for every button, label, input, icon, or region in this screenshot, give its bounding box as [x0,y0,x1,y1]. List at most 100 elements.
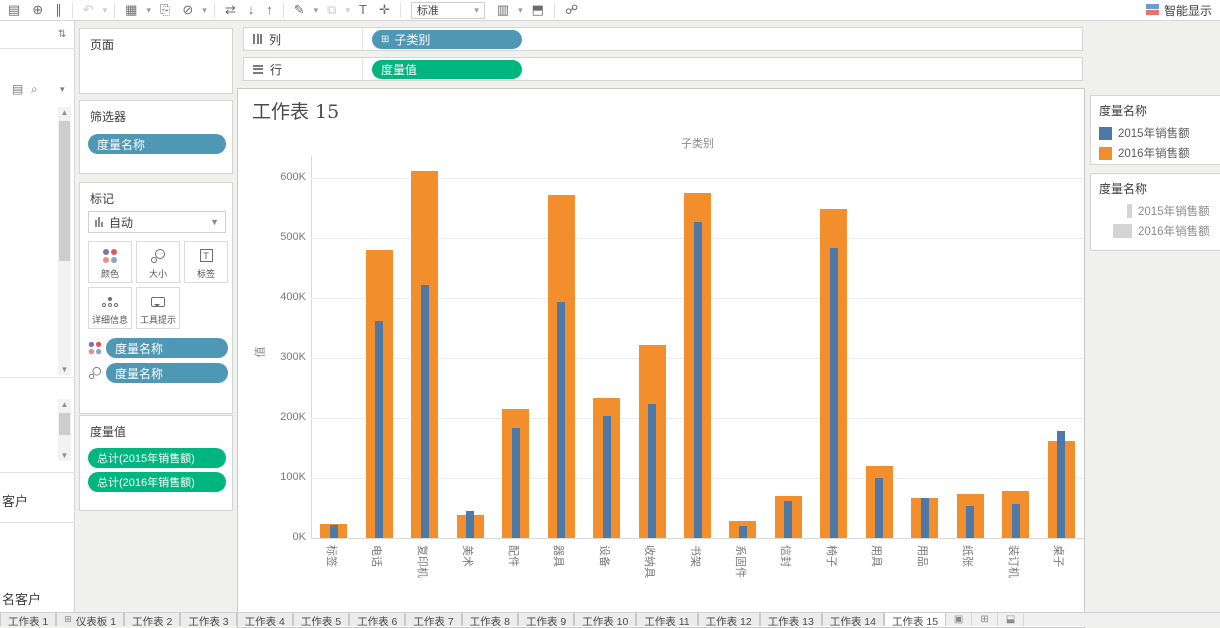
bar-2015-用品[interactable] [921,498,929,538]
x-axis-category-label[interactable]: 信封 [778,545,794,567]
x-axis-category-label[interactable]: 配件 [506,545,522,567]
clear-sheet-caret-icon[interactable]: ▾ [199,0,210,20]
pause-auto-updates-icon[interactable]: ∥ [49,0,68,20]
scroll-up-icon[interactable]: ▲ [58,108,71,117]
bar-2015-美术[interactable] [466,511,474,538]
show-hide-cards-icon[interactable]: ▥ [491,0,515,20]
bar-2015-用具[interactable] [875,478,883,538]
bar-2015-配件[interactable] [512,428,520,538]
bar-2015-复印机[interactable] [421,285,429,538]
bar-2015-电话[interactable] [375,321,383,538]
sheet-tab-工作表-11[interactable]: 工作表 11 [636,613,697,626]
sheet-tab-仪表板-1[interactable]: ⊞仪表板 1 [56,613,124,626]
label-button[interactable]: T 标签 [184,241,228,283]
clear-sheet-icon[interactable]: ⊘ [176,0,199,20]
pages-shelf[interactable]: 页面 [79,28,233,94]
filter-pill-measure-names[interactable]: 度量名称 [88,134,226,154]
bar-2015-信封[interactable] [784,501,792,538]
x-axis-category-label[interactable]: 收纳具 [642,545,658,578]
x-axis-category-label[interactable]: 美术 [460,545,476,567]
marks-pill-measure-names-size[interactable]: 度量名称 [106,363,228,383]
group-members-icon[interactable]: ⧉ [321,0,342,20]
sheet-tab-工作表-8[interactable]: 工作表 8 [462,613,518,626]
data-pane-field-partial[interactable]: 名客户 [2,589,41,608]
color-button[interactable]: 颜色 [88,241,132,283]
x-axis-category-label[interactable]: 纸张 [960,545,976,567]
legend-item[interactable]: 2015年销售额 [1091,201,1220,221]
search-icon[interactable]: ⌕ [31,82,38,97]
x-axis-category-label[interactable]: 系固件 [733,545,749,578]
presentation-mode-icon[interactable]: ⬒ [526,0,550,20]
scroll-up-icon[interactable]: ▲ [58,400,71,409]
sheet-tab-工作表-15[interactable]: 工作表 15 [884,613,946,626]
scrollbar-thumb[interactable] [59,413,70,435]
data-pane-field-partial[interactable]: 客户 [2,491,28,510]
redo-caret-icon[interactable]: ▾ [100,0,111,20]
bar-2015-设备[interactable] [603,416,611,538]
x-axis-category-label[interactable]: 用具 [869,545,885,567]
sheet-tab-工作表-4[interactable]: 工作表 4 [237,613,293,626]
swap-rows-columns-icon[interactable]: ⇄ [219,0,242,20]
sort-fields-icon[interactable]: ⇅ [58,29,66,40]
legend-item[interactable]: 2016年销售额 [1091,143,1220,163]
sheet-tab-工作表-1[interactable]: 工作表 1 [0,613,56,626]
fix-axes-icon[interactable]: ✛ [373,0,396,20]
bar-2015-器具[interactable] [557,302,565,538]
tooltip-button[interactable]: 工具提示 [136,287,180,329]
x-axis-category-label[interactable]: 复印机 [415,545,431,578]
columns-shelf[interactable]: 列 ⊞ 子类别 [243,27,1083,51]
scroll-down-icon[interactable]: ▼ [58,451,71,460]
x-axis-category-label[interactable]: 电话 [369,545,385,567]
columns-pill-subcategory[interactable]: ⊞ 子类别 [372,30,522,49]
measure-values-pill-2015[interactable]: 总计(2015年销售额) [88,448,226,468]
x-axis-category-label[interactable]: 装订机 [1006,545,1022,578]
show-mark-labels-icon[interactable]: T [353,0,373,20]
share-workbook-icon[interactable]: ☍ [559,0,584,20]
view-data-grid-icon[interactable]: ▤ [12,82,23,96]
sheet-tab-工作表-9[interactable]: 工作表 9 [518,613,574,626]
sheet-tab-工作表-14[interactable]: 工作表 14 [822,613,884,626]
size-button[interactable]: 大小 [136,241,180,283]
chevron-down-icon[interactable]: ▾ [60,84,65,95]
bar-2015-收纳具[interactable] [648,404,656,538]
bar-2015-装订机[interactable] [1012,504,1020,538]
x-axis-category-label[interactable]: 桌子 [1051,545,1067,567]
highlight-icon[interactable]: ✎ [288,0,311,20]
show-hide-cards-caret-icon[interactable]: ▾ [515,0,526,20]
group-caret-icon[interactable]: ▾ [342,0,353,20]
new-dashboard-tab-button[interactable]: ⊞ [972,613,998,626]
sets-scrollbar[interactable]: ▲ ▼ [58,399,71,461]
sort-descending-icon[interactable]: ↑ [260,0,279,20]
bar-2015-书架[interactable] [694,222,702,538]
sheet-tab-工作表-10[interactable]: 工作表 10 [574,613,636,626]
new-worksheet-caret-icon[interactable]: ▾ [143,0,154,20]
sheet-tab-工作表-3[interactable]: 工作表 3 [180,613,236,626]
mark-type-dropdown[interactable]: 自动 ▼ [88,211,226,233]
scrollbar-thumb[interactable] [59,121,70,261]
sheet-tab-工作表-12[interactable]: 工作表 12 [698,613,760,626]
sheet-tab-工作表-6[interactable]: 工作表 6 [349,613,405,626]
sheet-tab-工作表-13[interactable]: 工作表 13 [760,613,822,626]
x-axis-category-label[interactable]: 器具 [551,545,567,567]
x-axis-category-label[interactable]: 椅子 [824,545,840,567]
rows-shelf[interactable]: 行 度量值 [243,57,1083,81]
legend-item[interactable]: 2015年销售额 [1091,123,1220,143]
measure-values-pill-2016[interactable]: 总计(2016年销售额) [88,472,226,492]
x-axis-category-label[interactable]: 设备 [597,545,613,567]
x-axis-category-label[interactable]: 书架 [688,545,704,567]
new-worksheet-icon[interactable]: ▦ [119,0,143,20]
bar-2015-椅子[interactable] [830,248,838,538]
bar-2015-系固件[interactable] [739,526,747,538]
marks-pill-measure-names-color[interactable]: 度量名称 [106,338,228,358]
bar-2015-标签[interactable] [330,525,338,538]
undo-icon[interactable]: ↶ [77,0,100,20]
filters-shelf[interactable]: 筛选器 度量名称 [79,100,233,174]
fit-selector[interactable]: 标准 ▾ [411,2,485,19]
scroll-down-icon[interactable]: ▼ [58,365,71,374]
save-icon[interactable]: ▤ [2,0,26,20]
column-field-header[interactable]: 子类别 [311,135,1084,151]
bar-2015-纸张[interactable] [966,506,974,538]
highlight-caret-icon[interactable]: ▾ [311,0,322,20]
new-data-source-icon[interactable]: ⊕ [26,0,49,20]
show-me-button[interactable]: 智能显示 [1146,0,1212,20]
